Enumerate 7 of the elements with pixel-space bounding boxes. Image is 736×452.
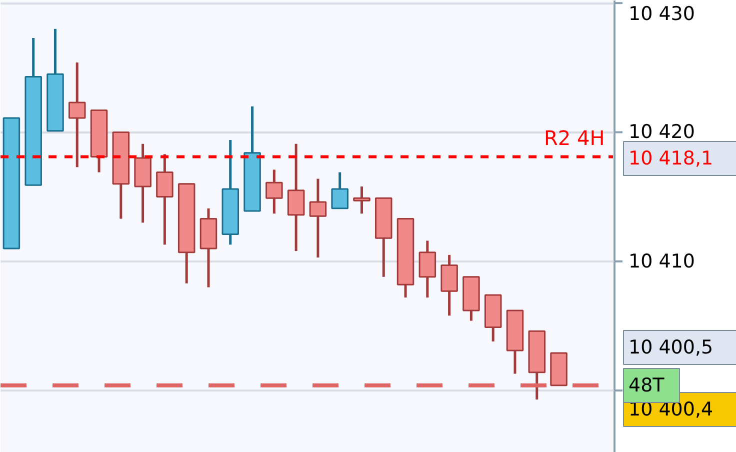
y-tick-label: 10 410 [628,250,695,272]
ref-line-label: R2 4H [544,126,605,150]
text: 48T [628,374,665,396]
text: 10 418,1 [628,148,714,170]
y-tick-label: 10 420 [628,121,695,144]
y-tick-label: 10 430 [628,3,695,26]
text: 10 400,5 [628,336,714,358]
